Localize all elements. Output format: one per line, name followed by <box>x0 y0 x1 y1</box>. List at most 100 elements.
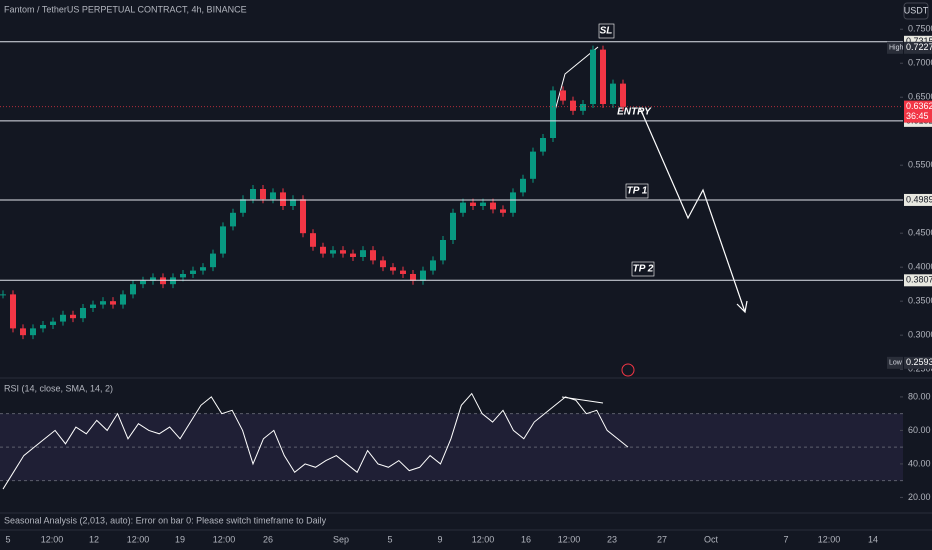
candle <box>510 192 516 213</box>
x-tick-label: 12:00 <box>472 534 495 544</box>
candle <box>540 138 546 152</box>
candle <box>610 83 616 105</box>
x-tick-label: 9 <box>437 534 442 544</box>
candle <box>80 307 86 319</box>
candle <box>470 202 476 206</box>
candle <box>230 212 236 227</box>
candle <box>620 83 626 107</box>
low-box <box>904 356 932 369</box>
level-label: 0.7315 <box>906 36 932 46</box>
high-box <box>904 41 932 54</box>
candle <box>220 226 226 254</box>
high-label: 0.7227 <box>906 42 932 52</box>
last-price-box <box>904 100 932 123</box>
candle <box>130 284 136 295</box>
x-tick-label: 7 <box>783 534 788 544</box>
candle <box>100 301 106 305</box>
candle <box>70 314 76 319</box>
rsi-line <box>2 392 629 490</box>
x-tick-label: 12:00 <box>41 534 64 544</box>
candle <box>500 209 506 213</box>
candle <box>460 202 466 213</box>
candle <box>560 90 566 101</box>
x-tick-label: 12:00 <box>818 534 841 544</box>
candle <box>290 199 296 206</box>
candle <box>310 233 316 247</box>
rsi-tick-label: 80.00 <box>908 391 931 401</box>
candle <box>240 199 246 213</box>
candle <box>60 314 66 322</box>
candle <box>320 246 326 254</box>
candle <box>430 260 436 271</box>
candle <box>390 267 396 271</box>
x-tick-label: 5 <box>5 534 10 544</box>
candle <box>600 49 606 105</box>
candle <box>300 199 306 234</box>
annotation: TP 1 <box>627 186 648 197</box>
x-tick-label: 14 <box>868 534 878 544</box>
level-label: 0.3807 <box>906 275 932 285</box>
candle <box>580 104 586 111</box>
low-name-box <box>887 356 903 369</box>
x-tick-label: 12:00 <box>213 534 236 544</box>
candle <box>550 90 556 139</box>
level-label: 0.4989 <box>906 194 932 204</box>
candle <box>590 49 596 105</box>
candle <box>50 321 56 325</box>
annotation-box <box>625 183 649 199</box>
low-name: Low <box>889 360 903 367</box>
candle <box>350 253 356 257</box>
candle <box>150 277 156 281</box>
rsi-tick-label: 20.00 <box>908 492 931 502</box>
level-label-box <box>904 193 932 206</box>
candle <box>140 280 146 285</box>
last-price-label: 0.6362 <box>906 101 932 111</box>
candle <box>120 294 126 305</box>
candle <box>520 178 526 193</box>
x-tick-label: 5 <box>387 534 392 544</box>
x-tick-label: Oct <box>704 534 719 544</box>
candle <box>180 273 186 278</box>
annotation: SL <box>600 26 613 37</box>
candle <box>420 270 426 281</box>
candle <box>530 151 536 179</box>
x-tick-label: 16 <box>521 534 531 544</box>
candle <box>30 328 36 336</box>
annotation: ENTRY <box>617 107 652 118</box>
candle <box>0 294 6 296</box>
x-tick-label: 12:00 <box>558 534 581 544</box>
candle <box>570 100 576 111</box>
candle <box>40 324 46 329</box>
annotation-box <box>631 261 655 277</box>
candle <box>210 253 216 268</box>
candle <box>250 189 256 200</box>
arrow-head <box>736 300 748 314</box>
countdown: 36:45 <box>906 111 929 121</box>
low-label: 0.2593 <box>906 357 932 367</box>
x-tick-label: Sep <box>333 534 349 544</box>
event-icon[interactable] <box>621 363 635 377</box>
footer-note: Seasonal Analysis (2,013, auto): Error o… <box>4 515 327 525</box>
candle <box>400 270 406 274</box>
candle <box>330 250 336 254</box>
high-name-box <box>887 41 903 54</box>
x-tick-label: 26 <box>263 534 273 544</box>
rsi-tick-label: 40.00 <box>908 458 931 468</box>
candle <box>490 202 496 210</box>
chart-title: Fantom / TetherUS PERPETUAL CONTRACT, 4h… <box>4 4 247 14</box>
candle <box>200 267 206 271</box>
annotation-box <box>598 23 615 39</box>
currency-label[interactable]: USDT <box>904 5 929 15</box>
candle <box>380 260 386 268</box>
candle <box>110 301 116 305</box>
candle <box>90 304 96 308</box>
candle <box>270 192 276 200</box>
currency-button[interactable] <box>903 2 929 20</box>
candle <box>190 270 196 274</box>
